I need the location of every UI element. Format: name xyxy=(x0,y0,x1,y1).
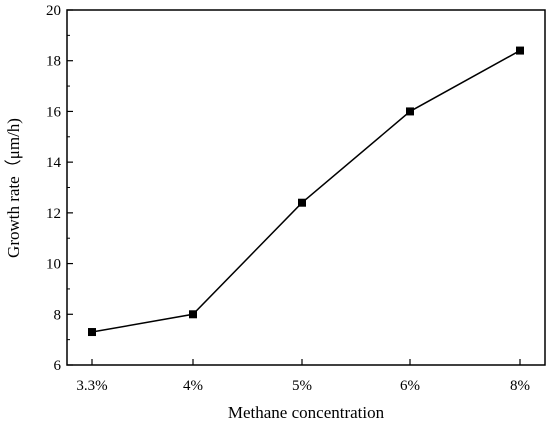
y-tick-label: 12 xyxy=(46,206,61,222)
y-tick-label: 16 xyxy=(46,104,62,120)
data-point-marker xyxy=(406,107,414,116)
data-point-marker xyxy=(88,328,96,337)
y-tick-label: 6 xyxy=(54,358,62,374)
y-tick-label: 14 xyxy=(46,155,62,171)
x-tick-label: 4% xyxy=(183,378,203,394)
x-tick-label: 6% xyxy=(400,378,420,394)
data-point-marker xyxy=(516,46,524,55)
plot-area-border xyxy=(66,9,546,366)
y-tick-label: 20 xyxy=(46,3,61,19)
data-point-marker xyxy=(189,310,197,319)
y-tick-label: 18 xyxy=(46,54,61,70)
y-tick-label: 8 xyxy=(54,307,62,323)
y-tick-label: 10 xyxy=(46,257,61,273)
series-line-group xyxy=(88,46,524,337)
x-axis: 3.3% 4% 5% 6% 8% xyxy=(76,359,530,394)
series-line xyxy=(91,49,521,333)
x-tick-label: 8% xyxy=(510,378,530,394)
data-point-marker xyxy=(298,198,306,207)
x-tick-label: 3.3% xyxy=(76,378,107,394)
y-axis: 6 8 10 12 14 16 18 20 xyxy=(46,3,73,374)
x-tick-label: 5% xyxy=(292,378,312,394)
x-axis-label: Methane concentration xyxy=(228,403,385,422)
y-axis-label: Growth rate（μm/h) xyxy=(4,118,23,258)
plot-frame xyxy=(66,9,546,366)
